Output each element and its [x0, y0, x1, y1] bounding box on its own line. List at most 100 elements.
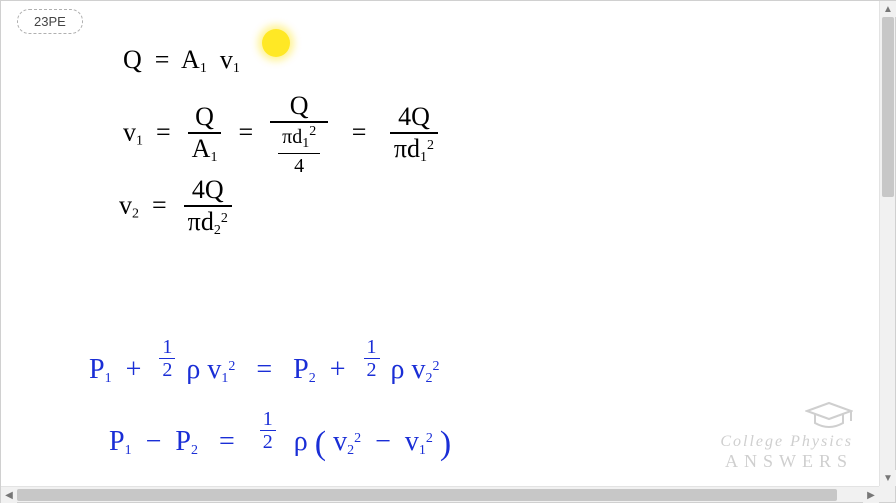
sub: 2: [132, 206, 139, 221]
whiteboard: 23PE Q = A1 v1 v1 = Q A1 = Q: [1, 1, 879, 486]
num: 1: [159, 337, 175, 359]
sym-A: A: [192, 134, 211, 163]
num: 4Q: [390, 104, 438, 134]
equation-2: v1 = Q A1 = Q πd12 4: [123, 93, 442, 176]
sym-minus: −: [375, 426, 391, 457]
den: πd22: [184, 207, 232, 238]
num: 1: [260, 409, 276, 431]
sub: 2: [309, 371, 316, 386]
half: 1 2: [364, 337, 380, 380]
den: 4: [278, 154, 320, 176]
equation-4: P1 + 1 2 ρ v12 = P2 + 1 2 ρ v22: [89, 337, 440, 386]
sub: 2: [347, 443, 354, 458]
sub: 1: [420, 150, 427, 165]
sym-eq: =: [352, 117, 367, 146]
sym-rho: ρ: [294, 426, 308, 457]
sup: 2: [309, 124, 316, 139]
sym-4: 4: [192, 175, 205, 204]
viewport: 23PE Q = A1 v1 v1 = Q A1 = Q: [0, 0, 896, 503]
sym-rho: ρ: [186, 354, 200, 385]
den: πd12: [390, 134, 438, 165]
num: Q: [188, 104, 222, 134]
num: πd12: [278, 125, 320, 154]
half: 1 2: [260, 409, 276, 452]
sub: 1: [125, 443, 132, 458]
problem-tag-label: 23PE: [34, 14, 66, 29]
sub: 1: [105, 371, 112, 386]
scroll-down-icon[interactable]: ▼: [880, 470, 896, 486]
horizontal-scrollbar[interactable]: ◀ ▶: [1, 486, 879, 502]
sym-minus: −: [146, 426, 162, 457]
scroll-up-icon[interactable]: ▲: [880, 1, 896, 17]
equation-3: v2 = 4Q πd22: [119, 177, 236, 238]
den: 2: [159, 359, 175, 380]
sym-d: d: [407, 134, 420, 163]
cursor-highlight: [262, 29, 290, 57]
frac-4Q-pid1: 4Q πd12: [390, 104, 438, 165]
sup: 2: [221, 211, 228, 226]
scroll-left-icon[interactable]: ◀: [1, 487, 17, 503]
sup: 2: [426, 431, 433, 446]
lparen: (: [315, 425, 326, 462]
sym-eq: =: [256, 354, 272, 385]
sup: 2: [228, 359, 235, 374]
sup: 2: [354, 431, 361, 446]
sym-pi: π: [188, 207, 201, 236]
sym-v: v: [333, 426, 347, 457]
num: Q: [270, 93, 328, 123]
problem-tag[interactable]: 23PE: [17, 9, 83, 34]
sym-eq: =: [238, 117, 253, 146]
sym-P: P: [175, 426, 191, 457]
sup: 2: [433, 359, 440, 374]
sub: 1: [419, 443, 426, 458]
scrollbar-corner: [879, 486, 895, 502]
rparen: ): [440, 425, 451, 462]
sym-eq: =: [219, 426, 235, 457]
nested-frac: πd12 4: [278, 125, 320, 176]
sym-v: v: [207, 354, 221, 385]
sym-P: P: [89, 354, 105, 385]
num: 4Q: [184, 177, 232, 207]
sym-v: v: [119, 190, 132, 219]
sym-P: P: [293, 354, 309, 385]
sym-v: v: [123, 117, 136, 146]
sym-d: d: [292, 126, 302, 148]
vscroll-thumb[interactable]: [882, 17, 894, 197]
sym-plus: +: [126, 354, 142, 385]
frac-4Q-pid2: 4Q πd22: [184, 177, 232, 238]
sym-plus: +: [330, 354, 346, 385]
equation-1: Q = A1 v1: [123, 47, 240, 76]
half: 1 2: [159, 337, 175, 380]
sym-d: d: [201, 207, 214, 236]
hscroll-thumb[interactable]: [17, 489, 837, 501]
den: A1: [188, 134, 222, 165]
sym-Q: Q: [205, 175, 224, 204]
sym-P: P: [109, 426, 125, 457]
sym-eq: =: [155, 45, 170, 74]
sup: 2: [427, 138, 434, 153]
sub: 2: [214, 223, 221, 238]
watermark-line1: College Physics: [720, 433, 853, 451]
sub-1: 1: [200, 61, 207, 76]
frac-Q-pid4: Q πd12 4: [270, 93, 328, 176]
sub: 2: [191, 443, 198, 458]
sym-eq: =: [152, 190, 167, 219]
sub: 2: [426, 371, 433, 386]
sym-v: v: [405, 426, 419, 457]
vertical-scrollbar[interactable]: ▲ ▼: [879, 1, 895, 486]
sym-A: A: [181, 45, 200, 74]
den: 2: [364, 359, 380, 380]
scroll-right-icon[interactable]: ▶: [863, 487, 879, 503]
sym-Q: Q: [123, 45, 142, 74]
sub: 1: [210, 150, 217, 165]
sym-v: v: [220, 45, 233, 74]
equation-5: P1 − P2 = 1 2 ρ ( v22 − v12 ): [109, 409, 451, 461]
sym-4: 4: [398, 102, 411, 131]
frac-Q-A1: Q A1: [188, 104, 222, 165]
den: πd12 4: [270, 123, 328, 176]
sym-v: v: [412, 354, 426, 385]
sym-rho: ρ: [391, 354, 405, 385]
num: 1: [364, 337, 380, 359]
sym-pi: π: [394, 134, 407, 163]
sub: 1: [136, 133, 143, 148]
